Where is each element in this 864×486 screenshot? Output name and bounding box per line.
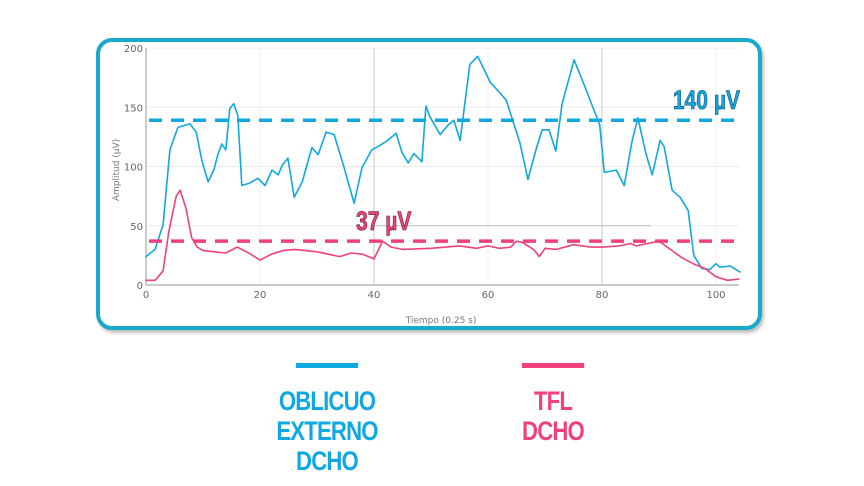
legend-item-tfl: TFL DCHO (512, 363, 594, 446)
tick-labels: 0 50 100 150 200 0 20 40 60 80 100 (124, 44, 726, 301)
series-line-tfl (145, 189, 740, 282)
data-series (145, 55, 741, 282)
legend-item-oblicuo: OBLICUO EXTERNO DCHO (241, 363, 413, 476)
legend-swatch-blue (295, 363, 359, 368)
x-tick-label: 0 (143, 290, 149, 301)
legend-swatch-pink (521, 363, 585, 368)
legend-label-line2: DCHO (296, 446, 359, 476)
legend-label-line2: DCHO (522, 416, 585, 446)
chart-card (96, 38, 762, 330)
series-line-oblicuo (145, 55, 741, 273)
y-tick-label: 50 (130, 222, 143, 233)
y-tick-label: 0 (137, 281, 143, 292)
axes (145, 48, 739, 286)
emg-line-chart: 0 50 100 150 200 0 20 40 60 80 100 Tiempo (0.25 s)… (112, 44, 741, 326)
blue-threshold-label: 140 µV (673, 86, 740, 116)
legend-label-line1: TFL (533, 386, 573, 416)
pink-threshold-label: 37 µV (356, 207, 411, 237)
x-tick-label: 60 (482, 290, 495, 301)
legend-label-line1: OBLICUO EXTERNO (276, 386, 378, 446)
x-tick-label: 80 (596, 290, 609, 301)
y-tick-label: 150 (124, 103, 143, 114)
x-tick-label: 20 (254, 290, 267, 301)
y-tick-label: 200 (124, 44, 143, 55)
x-axis-title: Tiempo (0.25 s) (405, 316, 477, 326)
y-axis-title: Amplitud (µV) (112, 139, 122, 201)
x-tick-label: 40 (368, 290, 381, 301)
x-tick-label: 100 (706, 290, 725, 301)
reference-lines (149, 118, 739, 243)
y-tick-label: 100 (124, 163, 143, 174)
